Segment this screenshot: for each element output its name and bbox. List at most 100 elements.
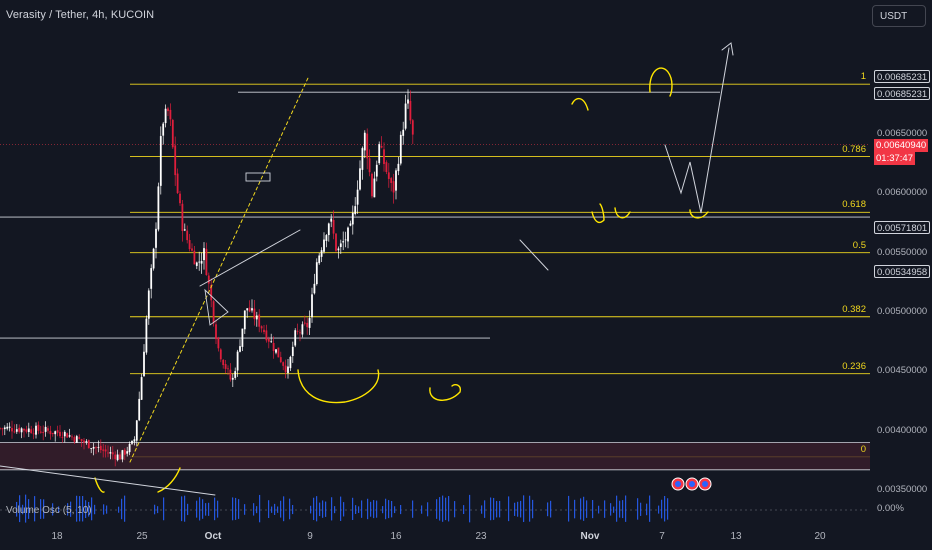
fib-label-0.5: 0.5: [852, 239, 866, 251]
price-tick-label: 0.00550000: [877, 246, 928, 258]
volume-bar-173: [523, 495, 525, 522]
candle-body-29: [68, 435, 71, 437]
candle-body-132: [315, 262, 318, 285]
candle-body-90: [215, 324, 217, 340]
volume-bar-188: [568, 495, 570, 522]
price-tag-fib-1: 0.00685231: [874, 70, 931, 83]
volume-bar-148: [448, 496, 450, 522]
candle-body-47: [111, 452, 114, 455]
candle-body-166: [397, 163, 400, 172]
candle-body-68: [162, 123, 165, 136]
volume-bar-21: [67, 503, 69, 516]
candle-body-51: [121, 450, 124, 460]
candle-body-146: [349, 223, 352, 226]
candle-body-85: [203, 248, 205, 261]
candle-body-172: [411, 120, 414, 135]
candle-body-130: [311, 294, 313, 318]
volume-bar-221: [667, 498, 669, 520]
candle-body-0: [0, 428, 1, 429]
volume-bar-65: [199, 497, 201, 521]
volume-bar-39: [121, 498, 123, 520]
volume-bar-163: [493, 497, 495, 520]
volume-bar-150: [454, 501, 456, 518]
volume-bar-164: [496, 500, 498, 518]
candle-body-78: [186, 230, 189, 241]
volume-bar-96: [292, 505, 294, 515]
volume-bar-211: [637, 498, 639, 520]
candle-body-56: [133, 439, 136, 442]
candle-body-38: [90, 448, 93, 450]
time-tick-label: 16: [390, 531, 402, 542]
candle-body-36: [85, 441, 88, 443]
volume-bar-170: [514, 502, 516, 516]
volume-bar-204: [616, 495, 618, 522]
candle-body-11: [25, 429, 28, 432]
candle-body-65: [155, 228, 157, 248]
currency-button[interactable]: USDT: [872, 5, 926, 27]
volume-bar-218: [658, 505, 660, 514]
event-flag-center-2: [702, 481, 708, 487]
candle-body-122: [291, 346, 294, 357]
price-tick-label: 0.00400000: [877, 424, 928, 436]
time-tick-label: Nov: [580, 531, 600, 542]
candle-body-111: [265, 330, 268, 341]
candle-body-106: [253, 308, 256, 320]
candle-body-70: [167, 108, 169, 112]
volume-bar-139: [421, 505, 423, 514]
volume-bar-153: [463, 505, 465, 514]
candle-body-107: [255, 315, 258, 320]
volume-bar-34: [106, 505, 108, 514]
volume-bar-77: [235, 497, 237, 520]
volume-bar-6: [22, 504, 24, 515]
candle-body-95: [227, 368, 229, 370]
candle-body-42: [99, 445, 102, 451]
candle-body-61: [145, 318, 148, 353]
volume-bar-38: [118, 506, 120, 513]
volume-bar-168: [508, 496, 510, 522]
candle-body-137: [327, 223, 330, 236]
candle-body-113: [270, 341, 273, 343]
candle-body-151: [361, 148, 364, 170]
candlesticks: [0, 89, 414, 467]
volume-bar-113: [343, 502, 345, 517]
volume-bar-132: [400, 504, 402, 515]
candle-body-12: [27, 428, 30, 433]
user-drawings: [0, 42, 734, 496]
volume-bar-27: [85, 500, 87, 518]
volume-oscillator-bars: [0, 494, 870, 523]
volume-bar-89: [271, 506, 273, 513]
volume-bar-193: [583, 496, 585, 521]
candle-body-48: [114, 454, 117, 460]
volume-bar-50: [154, 504, 156, 515]
candle-body-154: [368, 158, 371, 173]
marker-rectangle: [245, 172, 271, 182]
candle-body-73: [174, 145, 177, 176]
candle-body-34: [80, 438, 83, 442]
volume-bar-64: [196, 500, 198, 518]
volume-bar-198: [598, 505, 600, 514]
volume-bar-141: [427, 502, 429, 517]
volume-bar-71: [217, 500, 219, 518]
volume-bar-5: [19, 495, 21, 523]
volume-bar-171: [517, 501, 519, 517]
volume-bar-7: [25, 494, 27, 523]
candle-body-158: [378, 144, 381, 164]
volume-bar-90: [274, 503, 276, 516]
volume-bar-205: [619, 500, 621, 518]
candle-body-5: [11, 427, 13, 432]
candle-body-125: [299, 332, 301, 334]
candle-body-160: [383, 149, 385, 165]
volume-bar-130: [394, 506, 396, 514]
candle-body-20: [47, 428, 49, 431]
last-price-tag: 0.00640940: [874, 139, 929, 152]
volume-bar-214: [646, 503, 648, 516]
candle-body-157: [375, 164, 378, 177]
fib-label-0.382: 0.382: [842, 303, 866, 315]
volume-bar-4: [16, 501, 18, 517]
candle-body-67: [159, 136, 162, 186]
volume-bar-68: [208, 502, 210, 516]
volume-bar-93: [283, 496, 285, 522]
volume-bar-119: [361, 500, 363, 518]
volume-bar-88: [268, 500, 270, 519]
